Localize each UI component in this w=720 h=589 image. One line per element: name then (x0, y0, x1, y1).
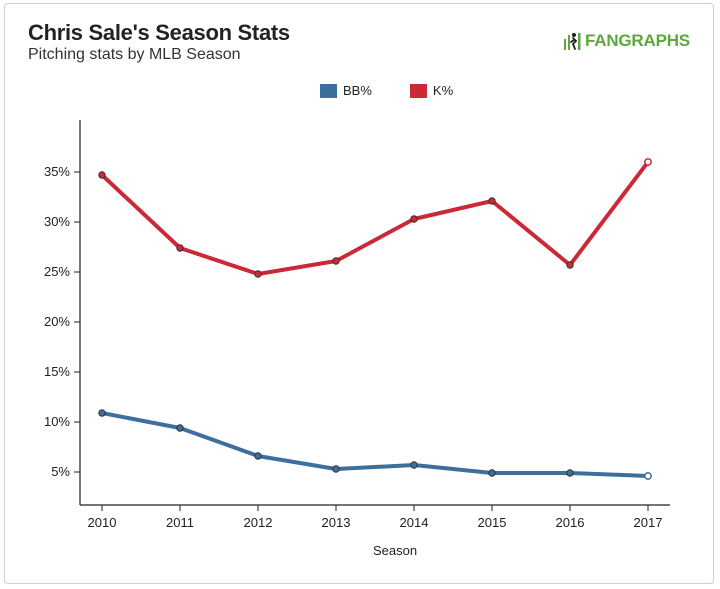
legend-swatch-bb (320, 83, 337, 98)
data-point-bb (332, 465, 340, 473)
y-tick-label: 20% (44, 314, 70, 329)
data-point-k (644, 158, 652, 166)
y-tick-label: 15% (44, 364, 70, 379)
data-point-k (410, 215, 418, 223)
legend-item-k[interactable]: K% (409, 83, 454, 98)
y-tick-label: 25% (44, 264, 70, 279)
data-point-k (176, 244, 184, 252)
legend-label-k: K% (432, 83, 454, 98)
x-tick-label: 2014 (400, 515, 429, 530)
data-point-bb (254, 452, 262, 460)
chart-frame (4, 3, 714, 584)
series-line-k (100, 160, 650, 276)
legend-label-bb: BB% (343, 83, 372, 98)
y-tick-label: 10% (44, 414, 70, 429)
fangraphs-logo[interactable]: FANGRAPHS (563, 30, 690, 52)
x-axis-title: Season (372, 543, 418, 558)
x-tick-label: 2013 (322, 515, 351, 530)
x-tick-label: 2017 (634, 515, 663, 530)
legend-item-bb[interactable]: BB% (320, 83, 372, 98)
data-point-k (332, 257, 340, 265)
data-point-bb (176, 424, 184, 432)
data-point-bb (410, 461, 418, 469)
data-point-bb (488, 469, 496, 477)
series-line-bb (100, 411, 650, 478)
runner-icon (564, 33, 581, 50)
x-tick-label: 2011 (166, 515, 194, 530)
data-point-k (98, 171, 106, 179)
data-point-k (254, 270, 262, 278)
chart-title: Chris Sale's Season Stats (28, 20, 290, 45)
x-tick-label: 2016 (556, 515, 585, 530)
x-tick-label: 2015 (478, 515, 507, 530)
x-tick-label: 2010 (88, 515, 117, 530)
legend-swatch-k (409, 83, 427, 98)
data-point-bb (566, 469, 574, 477)
data-point-bb (98, 409, 106, 417)
chart-subtitle: Pitching stats by MLB Season (28, 46, 241, 63)
data-point-k (488, 197, 496, 205)
legend: BB% K% (320, 83, 491, 98)
y-tick-label: 5% (51, 464, 70, 479)
y-tick-label: 35% (44, 164, 70, 179)
data-point-k (566, 261, 574, 269)
brand-name: FANGRAPHS (585, 31, 690, 50)
x-tick-label: 2012 (244, 515, 273, 530)
y-tick-label: 30% (44, 214, 70, 229)
data-point-bb (644, 472, 652, 480)
